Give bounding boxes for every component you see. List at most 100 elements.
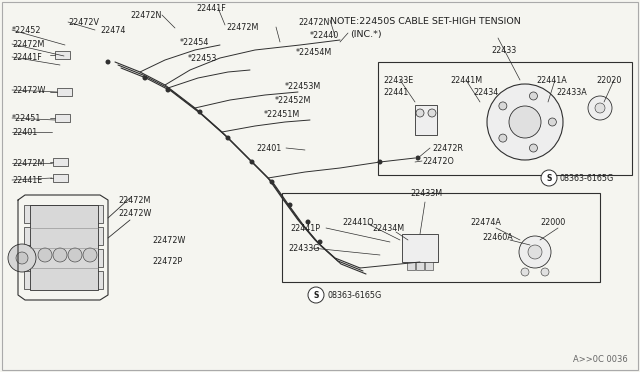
- Circle shape: [225, 135, 230, 141]
- Bar: [425, 262, 433, 270]
- Text: A>>0C 0036: A>>0C 0036: [573, 355, 628, 364]
- Circle shape: [143, 76, 147, 80]
- Circle shape: [106, 60, 111, 64]
- Text: 22472W: 22472W: [152, 235, 186, 244]
- Text: 08363-6165G: 08363-6165G: [560, 173, 614, 183]
- Bar: [55, 51, 70, 59]
- Text: (INC.*): (INC.*): [350, 30, 381, 39]
- Circle shape: [541, 170, 557, 186]
- Circle shape: [428, 109, 436, 117]
- Text: 22441F: 22441F: [196, 3, 226, 13]
- Circle shape: [16, 252, 28, 264]
- Circle shape: [287, 202, 292, 208]
- Bar: [53, 174, 68, 182]
- Text: 22472W: 22472W: [12, 86, 45, 94]
- Circle shape: [8, 244, 36, 272]
- Circle shape: [499, 102, 507, 110]
- Text: *22452M: *22452M: [275, 96, 312, 105]
- Text: *22454M: *22454M: [296, 48, 332, 57]
- Text: 22472N: 22472N: [130, 10, 161, 19]
- Text: 22472M: 22472M: [226, 22, 259, 32]
- Text: NOTE:22450S CABLE SET-HIGH TENSION: NOTE:22450S CABLE SET-HIGH TENSION: [330, 17, 521, 26]
- Text: 08363-6165G: 08363-6165G: [328, 291, 382, 299]
- Bar: [415, 105, 437, 135]
- Circle shape: [198, 109, 202, 115]
- Text: *22453: *22453: [188, 54, 218, 62]
- Circle shape: [68, 248, 82, 262]
- Text: *22451M: *22451M: [264, 109, 300, 119]
- Bar: [30, 205, 98, 290]
- Bar: [378, 62, 632, 175]
- Circle shape: [595, 103, 605, 113]
- Text: 22472M: 22472M: [12, 39, 44, 48]
- Circle shape: [487, 84, 563, 160]
- Text: 22433G: 22433G: [288, 244, 319, 253]
- Text: 22472M: 22472M: [12, 158, 44, 167]
- Circle shape: [509, 106, 541, 138]
- Circle shape: [317, 240, 323, 244]
- Circle shape: [38, 248, 52, 262]
- Circle shape: [529, 92, 538, 100]
- Circle shape: [528, 245, 542, 259]
- Bar: [24, 205, 103, 223]
- Circle shape: [250, 160, 255, 164]
- Text: 22474: 22474: [100, 26, 125, 35]
- Bar: [57, 88, 72, 96]
- Circle shape: [548, 118, 556, 126]
- Text: *22454: *22454: [180, 38, 209, 46]
- Text: 22441Q: 22441Q: [342, 218, 374, 227]
- Text: 22433E: 22433E: [383, 76, 413, 84]
- Circle shape: [166, 87, 170, 93]
- Bar: [24, 249, 103, 267]
- Bar: [407, 262, 415, 270]
- Text: 22472M: 22472M: [118, 196, 150, 205]
- Text: *22453M: *22453M: [285, 81, 321, 90]
- Text: 22472R: 22472R: [432, 144, 463, 153]
- Text: 22434: 22434: [473, 87, 499, 96]
- Text: *22440: *22440: [310, 31, 339, 39]
- Text: 22441E: 22441E: [12, 176, 42, 185]
- Text: S: S: [547, 173, 552, 183]
- Text: 22020: 22020: [596, 76, 621, 84]
- Text: 22000: 22000: [540, 218, 565, 227]
- Text: 22441F: 22441F: [12, 52, 42, 61]
- Bar: [416, 262, 424, 270]
- Text: 22474A: 22474A: [470, 218, 501, 227]
- Text: 22460A: 22460A: [482, 232, 513, 241]
- Text: S: S: [314, 291, 319, 299]
- Text: 22441P: 22441P: [290, 224, 320, 232]
- Circle shape: [541, 268, 549, 276]
- Circle shape: [308, 287, 324, 303]
- Circle shape: [519, 236, 551, 268]
- Text: 22472P: 22472P: [152, 257, 182, 266]
- Bar: [24, 271, 103, 289]
- Circle shape: [378, 160, 383, 164]
- Circle shape: [415, 155, 420, 160]
- Circle shape: [305, 219, 310, 224]
- Text: 22433M: 22433M: [410, 189, 442, 198]
- Text: 22441: 22441: [383, 87, 408, 96]
- Circle shape: [83, 248, 97, 262]
- Bar: [402, 234, 438, 262]
- Text: 22433: 22433: [491, 45, 516, 55]
- Text: 22433A: 22433A: [556, 87, 587, 96]
- Bar: [282, 193, 600, 282]
- Text: 22472W: 22472W: [118, 208, 152, 218]
- Circle shape: [521, 268, 529, 276]
- Text: 22434M: 22434M: [372, 224, 404, 232]
- Text: *22452: *22452: [12, 26, 42, 35]
- Text: 22472V: 22472V: [68, 17, 99, 26]
- Text: 22441M: 22441M: [450, 76, 482, 84]
- Circle shape: [529, 144, 538, 152]
- Circle shape: [53, 248, 67, 262]
- Circle shape: [416, 109, 424, 117]
- Text: 22472N: 22472N: [298, 17, 330, 26]
- Text: 22441A: 22441A: [536, 76, 567, 84]
- Text: 22472O: 22472O: [422, 157, 454, 166]
- Circle shape: [499, 134, 507, 142]
- Bar: [55, 114, 70, 122]
- Text: *22451: *22451: [12, 113, 42, 122]
- Text: 22401: 22401: [256, 144, 281, 153]
- Circle shape: [588, 96, 612, 120]
- Bar: [24, 227, 103, 245]
